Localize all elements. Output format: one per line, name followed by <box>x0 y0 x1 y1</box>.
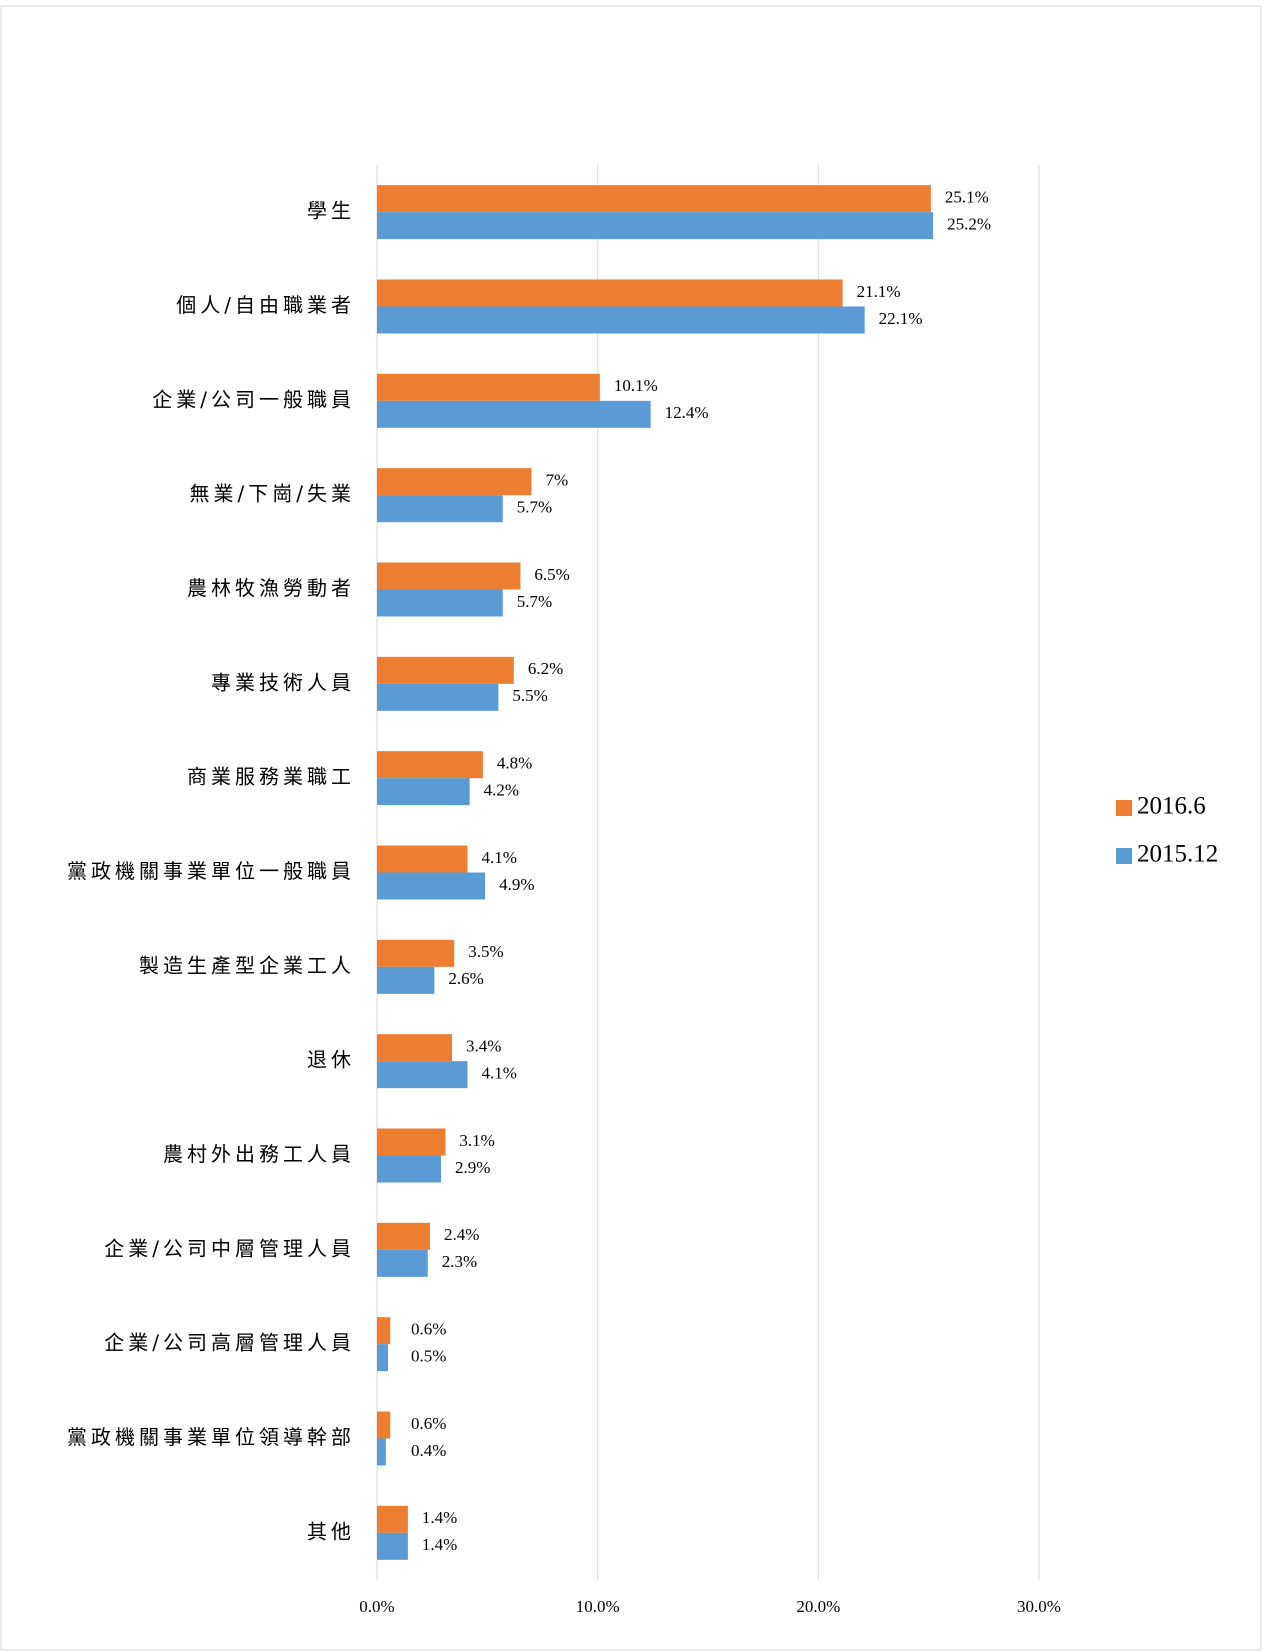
bar <box>377 1317 391 1345</box>
data-label: 4.9% <box>499 875 534 894</box>
bar <box>377 1505 408 1533</box>
y-tick-label: 個人/自由職業者 <box>176 293 355 317</box>
legend-swatch <box>1116 800 1132 816</box>
bar <box>377 778 470 806</box>
legend-label: 2016.6 <box>1137 793 1206 820</box>
data-label: 3.5% <box>468 942 503 961</box>
x-tick-label: 30.0% <box>1017 1597 1061 1616</box>
bar <box>377 279 843 307</box>
data-label: 5.5% <box>512 686 547 705</box>
data-label: 21.1% <box>857 282 901 301</box>
y-tick-label: 學生 <box>307 199 355 223</box>
data-label: 3.4% <box>466 1037 501 1056</box>
data-label: 5.7% <box>517 592 552 611</box>
bar <box>377 1061 468 1089</box>
x-tick-label: 20.0% <box>796 1597 840 1616</box>
bar <box>377 185 931 213</box>
bar <box>377 683 499 711</box>
bar <box>377 1438 386 1466</box>
data-label: 0.6% <box>411 1320 446 1339</box>
data-label: 0.5% <box>411 1347 446 1366</box>
data-label: 1.4% <box>422 1508 457 1527</box>
bar <box>377 1128 446 1156</box>
bar <box>377 1222 430 1250</box>
y-tick-label: 黨政機關事業單位一般職員 <box>67 859 355 883</box>
y-tick-label: 企業/公司中層管理人員 <box>104 1236 355 1260</box>
data-label: 0.6% <box>411 1414 446 1433</box>
x-tick-label: 10.0% <box>576 1597 620 1616</box>
bar <box>377 212 934 240</box>
legend-label: 2015.12 <box>1137 841 1218 868</box>
bar <box>377 845 468 873</box>
y-tick-label: 企業/公司一般職員 <box>152 387 355 411</box>
data-label: 2.6% <box>448 969 483 988</box>
data-label: 5.7% <box>517 498 552 517</box>
data-label: 10.1% <box>614 376 658 395</box>
y-tick-label: 其他 <box>307 1519 355 1543</box>
bar <box>377 656 514 684</box>
data-label: 25.2% <box>947 215 991 234</box>
y-tick-label: 專業技術人員 <box>211 670 355 694</box>
bar <box>377 939 455 967</box>
y-tick-label: 退休 <box>307 1048 355 1072</box>
bar <box>377 1411 391 1439</box>
bar <box>377 306 865 334</box>
bar <box>377 1249 428 1277</box>
chart-frame <box>0 5 1262 1651</box>
data-label: 4.2% <box>484 781 519 800</box>
data-label: 2.4% <box>444 1225 479 1244</box>
y-tick-label: 無業/下崗/失業 <box>190 482 355 506</box>
bar <box>377 1532 408 1560</box>
bar <box>377 1344 389 1372</box>
data-label: 4.1% <box>481 1064 516 1083</box>
data-label: 4.8% <box>497 754 532 773</box>
bar <box>377 966 435 994</box>
x-tick-label: 0.0% <box>359 1597 394 1616</box>
bar <box>377 373 600 401</box>
bar <box>377 1034 453 1062</box>
bar <box>377 1155 441 1183</box>
data-label: 2.3% <box>442 1252 477 1271</box>
data-label: 25.1% <box>945 188 989 207</box>
data-label: 6.5% <box>534 565 569 584</box>
y-tick-label: 商業服務業職工 <box>187 765 355 789</box>
y-tick-label: 農村外出務工人員 <box>163 1142 355 1166</box>
data-label: 1.4% <box>422 1535 457 1554</box>
data-label: 22.1% <box>879 309 923 328</box>
y-tick-label: 農林牧漁勞動者 <box>187 576 355 600</box>
bar <box>377 495 503 523</box>
bar <box>377 468 532 496</box>
bar <box>377 562 521 590</box>
data-label: 12.4% <box>665 403 709 422</box>
data-label: 2.9% <box>455 1158 490 1177</box>
data-label: 6.2% <box>528 659 563 678</box>
bar <box>377 751 483 779</box>
legend-swatch <box>1116 848 1132 864</box>
data-label: 7% <box>545 471 568 490</box>
data-label: 3.1% <box>459 1131 494 1150</box>
y-tick-label: 黨政機關事業單位領導幹部 <box>67 1425 355 1449</box>
y-tick-label: 企業/公司高層管理人員 <box>104 1331 355 1355</box>
bar <box>377 400 651 428</box>
data-label: 4.1% <box>481 848 516 867</box>
bar <box>377 872 486 900</box>
y-tick-label: 製造生產型企業工人 <box>139 953 355 977</box>
data-label: 0.4% <box>411 1441 446 1460</box>
bar <box>377 589 503 617</box>
